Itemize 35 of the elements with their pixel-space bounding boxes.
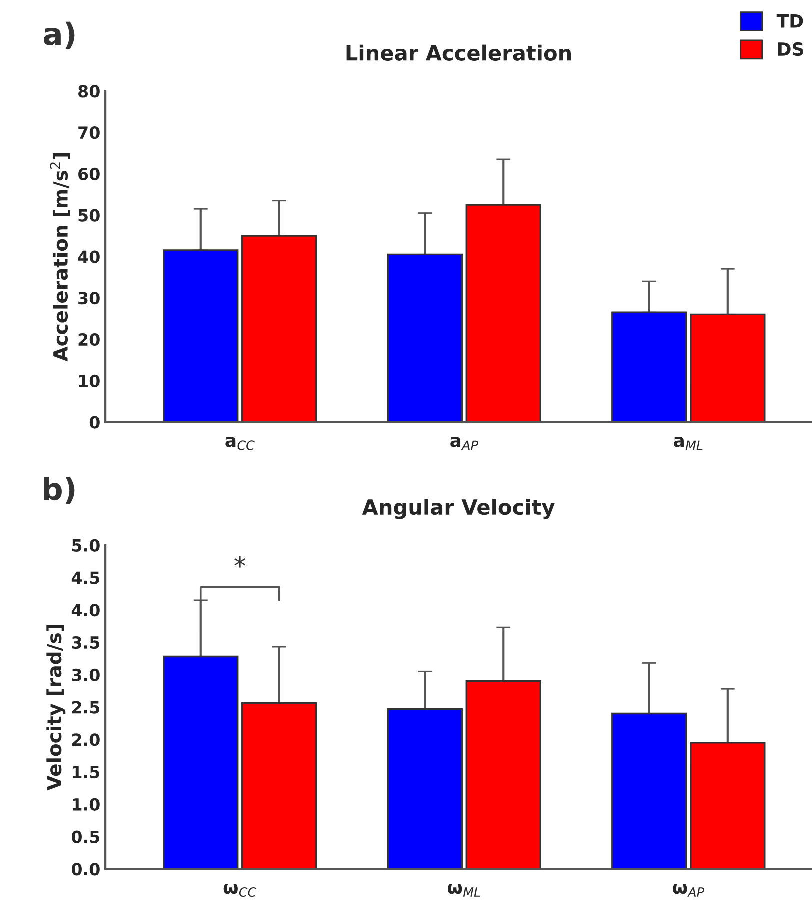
x-tick-label: ω$_{ML}$	[448, 884, 480, 897]
legend-label: TD	[776, 14, 804, 28]
y-tick-label: 50	[78, 209, 100, 222]
y-tick-label: 70	[78, 126, 100, 140]
y-tick-label: 0.0	[72, 863, 100, 876]
y-tick-label: 80	[78, 85, 100, 98]
x-tick-label: ω$_{AP}$	[673, 884, 704, 897]
y-tick-label: 0	[90, 416, 100, 429]
x-tick-label: a$_{ML}$	[674, 436, 703, 450]
y-tick-label: 4.5	[72, 572, 100, 584]
y-axis-title: Velocity [rad/s]	[46, 625, 66, 791]
y-tick-label: 5.0	[72, 539, 100, 552]
text: a)	[44, 22, 75, 50]
legend-label: DS	[778, 42, 804, 56]
y-tick-label: 2.5	[72, 701, 100, 714]
y-tick-label: 10	[79, 374, 100, 388]
y-tick-label: 30	[78, 292, 100, 305]
y-tick-label: 1.0	[73, 798, 100, 811]
text: b)	[44, 476, 75, 504]
y-tick-label: 3.5	[72, 636, 100, 650]
y-tick-label: 3.0	[72, 668, 100, 682]
annotation: *	[234, 556, 246, 568]
y-tick-label: 60	[78, 168, 100, 181]
x-tick-label: a$_{AP}$	[450, 436, 478, 450]
chart-title: Linear Acceleration	[346, 44, 572, 61]
x-tick-label: ω$_{CC}$	[224, 884, 257, 898]
y-tick-label: 1.5	[73, 766, 100, 779]
y-tick-label: 2.0	[72, 734, 100, 746]
y-tick-label: 40	[78, 250, 100, 264]
x-tick-label: a$_{CC}$	[226, 436, 255, 450]
y-axis-title: Acceleration [m/s$^{2}$]	[50, 154, 70, 362]
chart-title: Angular Velocity	[362, 498, 555, 520]
y-tick-label: 4.0	[72, 604, 100, 617]
y-tick-label: 0.5	[72, 830, 100, 844]
y-tick-label: 20	[78, 333, 100, 346]
